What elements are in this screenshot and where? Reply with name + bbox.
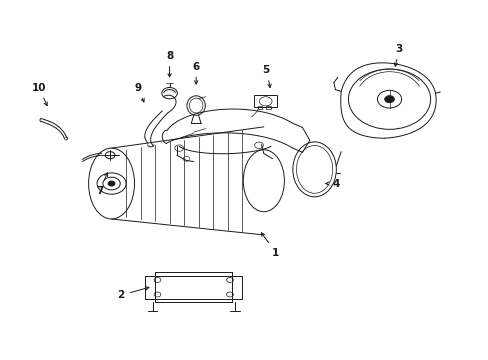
Text: 4: 4 bbox=[325, 179, 339, 189]
Bar bbox=[265, 106, 270, 109]
Text: 10: 10 bbox=[32, 83, 47, 105]
Bar bbox=[254, 95, 277, 107]
Text: 5: 5 bbox=[262, 65, 270, 87]
Text: 9: 9 bbox=[134, 83, 144, 102]
Text: 7: 7 bbox=[96, 173, 107, 195]
Circle shape bbox=[384, 96, 393, 103]
Circle shape bbox=[108, 181, 115, 186]
Text: 3: 3 bbox=[393, 44, 402, 66]
Text: 6: 6 bbox=[192, 62, 200, 84]
Text: 1: 1 bbox=[261, 233, 279, 258]
Bar bbox=[257, 106, 262, 109]
Text: 8: 8 bbox=[165, 51, 173, 77]
Text: 2: 2 bbox=[117, 287, 149, 300]
